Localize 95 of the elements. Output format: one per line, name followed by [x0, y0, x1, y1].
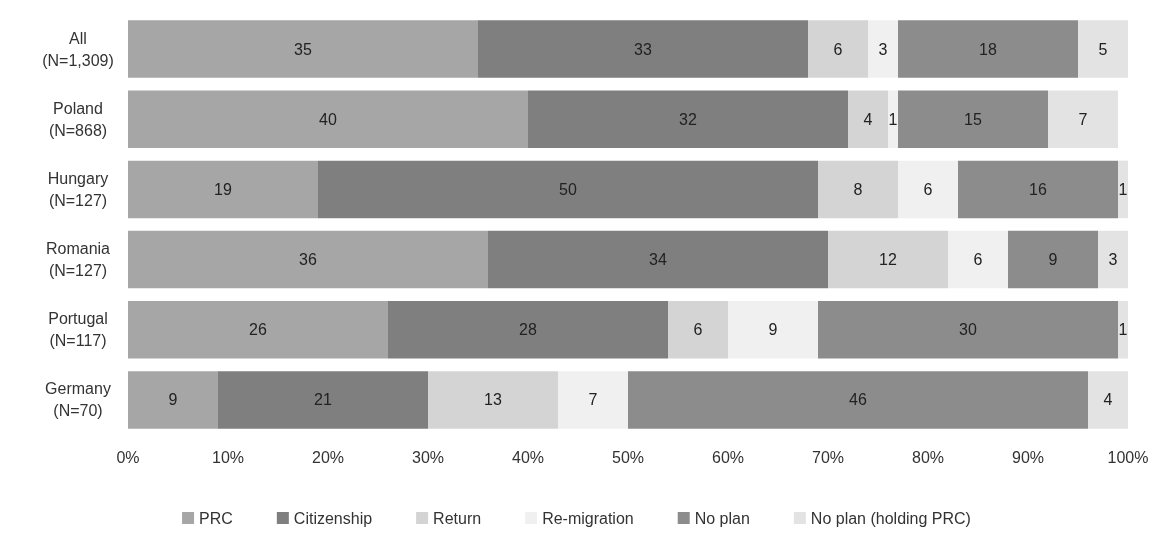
data-label: 32 — [679, 110, 697, 128]
bar — [1008, 230, 1098, 289]
data-label: 5 — [1098, 40, 1108, 58]
bar — [1118, 300, 1128, 359]
x-tick-label: 40% — [511, 448, 545, 466]
data-label: 26 — [249, 321, 267, 339]
bar — [868, 20, 898, 78]
bar — [478, 20, 808, 78]
y-tick-label: All (N=1,309) — [42, 29, 114, 69]
data-label: 46 — [849, 391, 867, 409]
y-tick-label: Romania (N=127) — [45, 240, 111, 280]
data-label: 1 — [888, 110, 898, 128]
x-tick-label: 100% — [1107, 448, 1149, 466]
bar — [728, 300, 818, 359]
legend-label: Return — [433, 509, 482, 527]
x-tick-label: 60% — [711, 448, 745, 466]
bar — [828, 230, 948, 289]
bar — [488, 230, 828, 289]
x-tick-label: 20% — [311, 448, 345, 466]
bar — [1098, 230, 1128, 289]
bar — [1048, 90, 1118, 149]
bar — [808, 20, 868, 78]
bar — [1088, 371, 1128, 429]
legend-label: Re-migration — [542, 509, 634, 527]
data-label: 30 — [959, 321, 977, 339]
data-label: 6 — [693, 321, 703, 339]
data-label: 1 — [1118, 321, 1128, 339]
data-label: 6 — [973, 251, 983, 269]
data-label: 40 — [319, 110, 337, 128]
x-tick-label: 80% — [911, 448, 945, 466]
legend-label: PRC — [199, 509, 233, 527]
x-tick-label: 90% — [1011, 448, 1045, 466]
y-tick-label: Poland (N=868) — [48, 99, 108, 139]
bar — [848, 90, 888, 149]
bar — [128, 371, 218, 429]
legend-label: Citizenship — [293, 509, 373, 527]
data-label: 4 — [863, 110, 873, 128]
data-label: 15 — [964, 110, 982, 128]
y-tick-label: Hungary (N=127) — [47, 169, 109, 209]
y-tick-label: Germany (N=70) — [45, 380, 111, 420]
data-label: 3 — [1108, 251, 1118, 269]
data-label: 12 — [879, 251, 897, 269]
bar — [128, 20, 478, 78]
data-label: 6 — [923, 180, 933, 198]
bar — [888, 90, 898, 149]
data-label: 50 — [559, 180, 577, 198]
data-label: 28 — [519, 321, 537, 339]
bar — [818, 300, 1118, 359]
data-label: 9 — [168, 391, 178, 409]
data-label: 34 — [649, 251, 667, 269]
data-label: 36 — [299, 251, 317, 269]
bar — [628, 371, 1088, 429]
bar — [958, 160, 1118, 219]
data-label: 21 — [314, 391, 332, 409]
bar — [128, 90, 528, 149]
data-label: 13 — [484, 391, 502, 409]
data-label: 35 — [294, 40, 312, 58]
data-label: 7 — [588, 391, 598, 409]
bar — [818, 160, 898, 219]
bar — [128, 160, 318, 219]
bar — [898, 160, 958, 219]
bar — [898, 90, 1048, 149]
data-label: 18 — [979, 40, 997, 58]
data-label: 9 — [768, 321, 778, 339]
y-tick-label: Portugal (N=117) — [48, 310, 108, 350]
data-label: 16 — [1029, 180, 1047, 198]
x-tick-label: 10% — [211, 448, 245, 466]
data-label: 19 — [214, 180, 232, 198]
x-tick-label: 70% — [811, 448, 845, 466]
bar — [558, 371, 628, 429]
legend-label: No plan (holding PRC) — [810, 509, 971, 527]
data-label: 6 — [833, 40, 843, 58]
bar — [218, 371, 428, 429]
bar — [668, 300, 728, 359]
data-label: 9 — [1048, 251, 1058, 269]
bar — [128, 230, 488, 289]
bar — [898, 20, 1078, 78]
x-tick-label: 50% — [611, 448, 645, 466]
x-tick-label: 30% — [411, 448, 445, 466]
data-label: 8 — [853, 180, 863, 198]
bar — [318, 160, 818, 219]
data-label: 1 — [1118, 180, 1128, 198]
data-label: 4 — [1103, 391, 1113, 409]
bar — [128, 300, 388, 359]
data-label: 33 — [634, 40, 652, 58]
legend-label: No plan — [694, 509, 750, 527]
data-label: 3 — [878, 40, 888, 58]
bar — [948, 230, 1008, 289]
bar — [1078, 20, 1128, 78]
bar — [428, 371, 558, 429]
bar — [528, 90, 848, 149]
x-tick-label: 0% — [116, 448, 140, 466]
bar — [1118, 160, 1128, 219]
bar — [388, 300, 668, 359]
data-label: 7 — [1078, 110, 1088, 128]
